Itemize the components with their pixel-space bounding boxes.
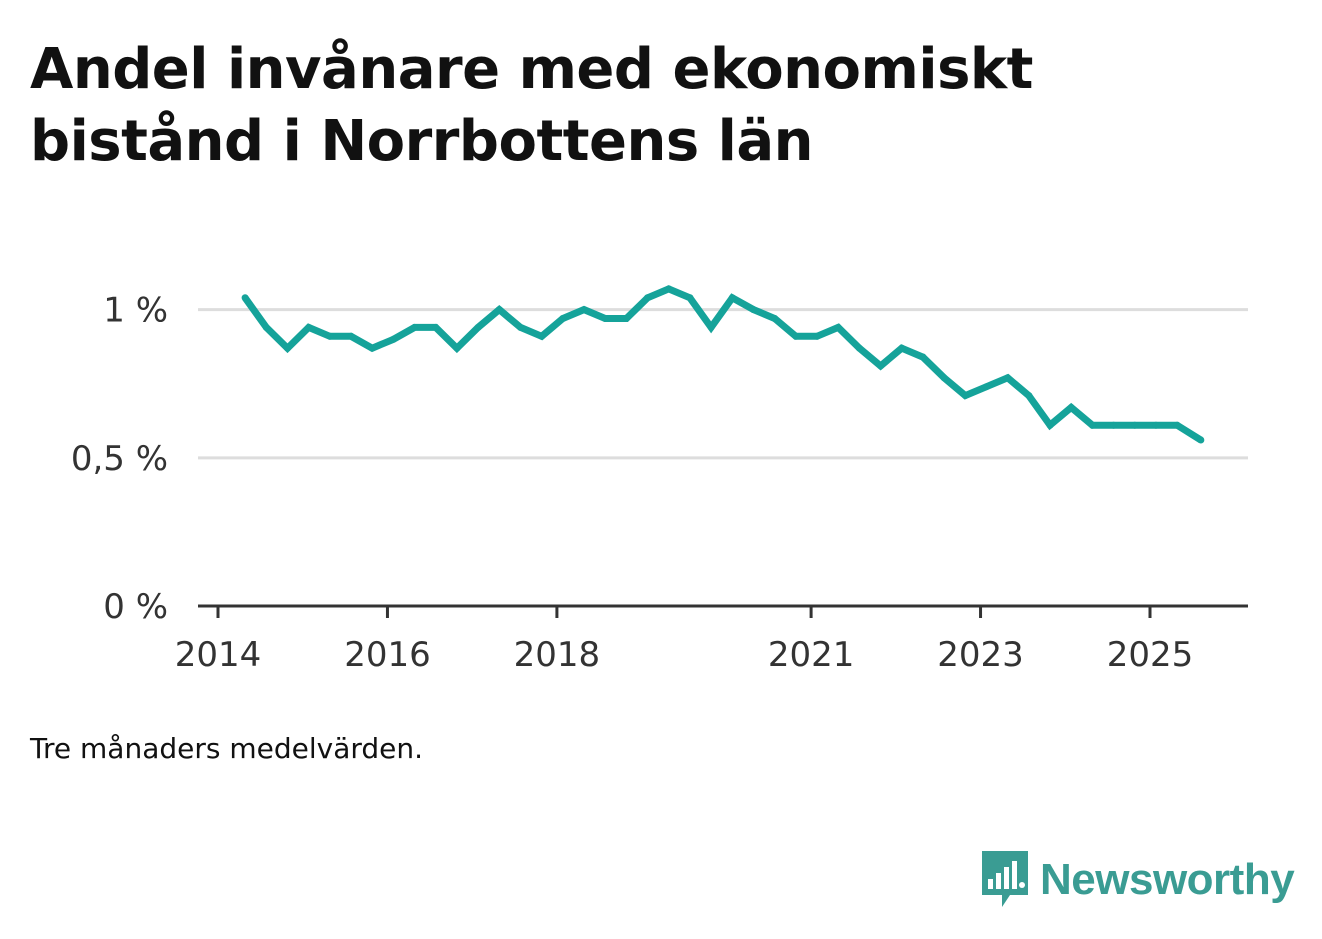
y-tick-label-2: 1 % [103,291,168,331]
data-point-0-41 [1110,421,1118,429]
data-point-0-20 [665,285,673,293]
y-tick-label-0: 0 % [103,587,168,627]
chart-title-line-2: bistånd i Norrbottens län [30,109,814,174]
chart-note: Tre månaders medelvärden. [30,732,424,765]
brand-name: Newsworthy [1040,855,1295,904]
x-tick-label-0: 2014 [175,635,262,675]
data-point-0-16 [580,306,588,314]
data-point-0-29 [855,344,863,352]
data-point-0-13 [516,323,524,331]
data-point-0-14 [538,332,546,340]
data-point-0-28 [834,323,842,331]
data-point-0-15 [559,315,567,323]
data-point-0-35 [982,383,990,391]
data-point-0-43 [1152,421,1160,429]
data-point-0-3 [305,323,313,331]
data-point-0-40 [1088,421,1096,429]
data-point-0-4 [326,332,334,340]
data-point-0-26 [792,332,800,340]
data-point-0-1 [262,323,270,331]
data-point-0-21 [686,294,694,302]
data-point-0-2 [283,344,291,352]
data-point-0-30 [877,362,885,370]
data-point-0-12 [495,306,503,314]
data-point-0-19 [644,294,652,302]
data-point-0-17 [601,315,609,323]
y-tick-label-1: 0,5 % [71,439,168,479]
data-point-0-37 [1025,392,1033,400]
chart-title: Andel invånare med ekonomiskt bistånd i … [30,34,1180,178]
data-point-0-38 [1046,421,1054,429]
data-point-0-11 [474,323,482,331]
data-point-0-32 [919,353,927,361]
data-point-0-34 [961,392,969,400]
data-point-0-23 [728,294,736,302]
data-point-0-24 [749,306,757,314]
data-point-0-27 [813,332,821,340]
x-tick-label-2: 2018 [514,635,601,675]
x-tick-label-1: 2016 [344,635,431,675]
x-tick-label-4: 2023 [937,635,1024,675]
data-point-0-42 [1131,421,1139,429]
data-point-0-5 [347,332,355,340]
series-line-0 [242,285,1203,443]
x-tick-label-5: 2025 [1107,635,1194,675]
x-tick-label-3: 2021 [768,635,855,675]
data-point-0-18 [622,315,630,323]
data-point-0-44 [1173,421,1181,429]
data-point-0-10 [453,344,461,352]
data-point-0-36 [1004,374,1012,382]
data-point-0-45 [1197,436,1205,444]
data-point-0-7 [389,335,397,343]
data-point-0-31 [898,344,906,352]
data-point-0-39 [1067,403,1075,411]
data-point-0-6 [368,344,376,352]
bar-chart-speech-bubble-icon [982,851,1028,907]
data-point-0-9 [432,323,440,331]
data-point-0-25 [771,315,779,323]
data-point-0-8 [411,323,419,331]
data-point-0-22 [707,323,715,331]
brand-logo: Newsworthy [980,848,1295,912]
chart-title-line-1: Andel invånare med ekonomiskt [30,37,1033,102]
data-point-0-0 [241,294,249,302]
data-point-0-33 [940,374,948,382]
